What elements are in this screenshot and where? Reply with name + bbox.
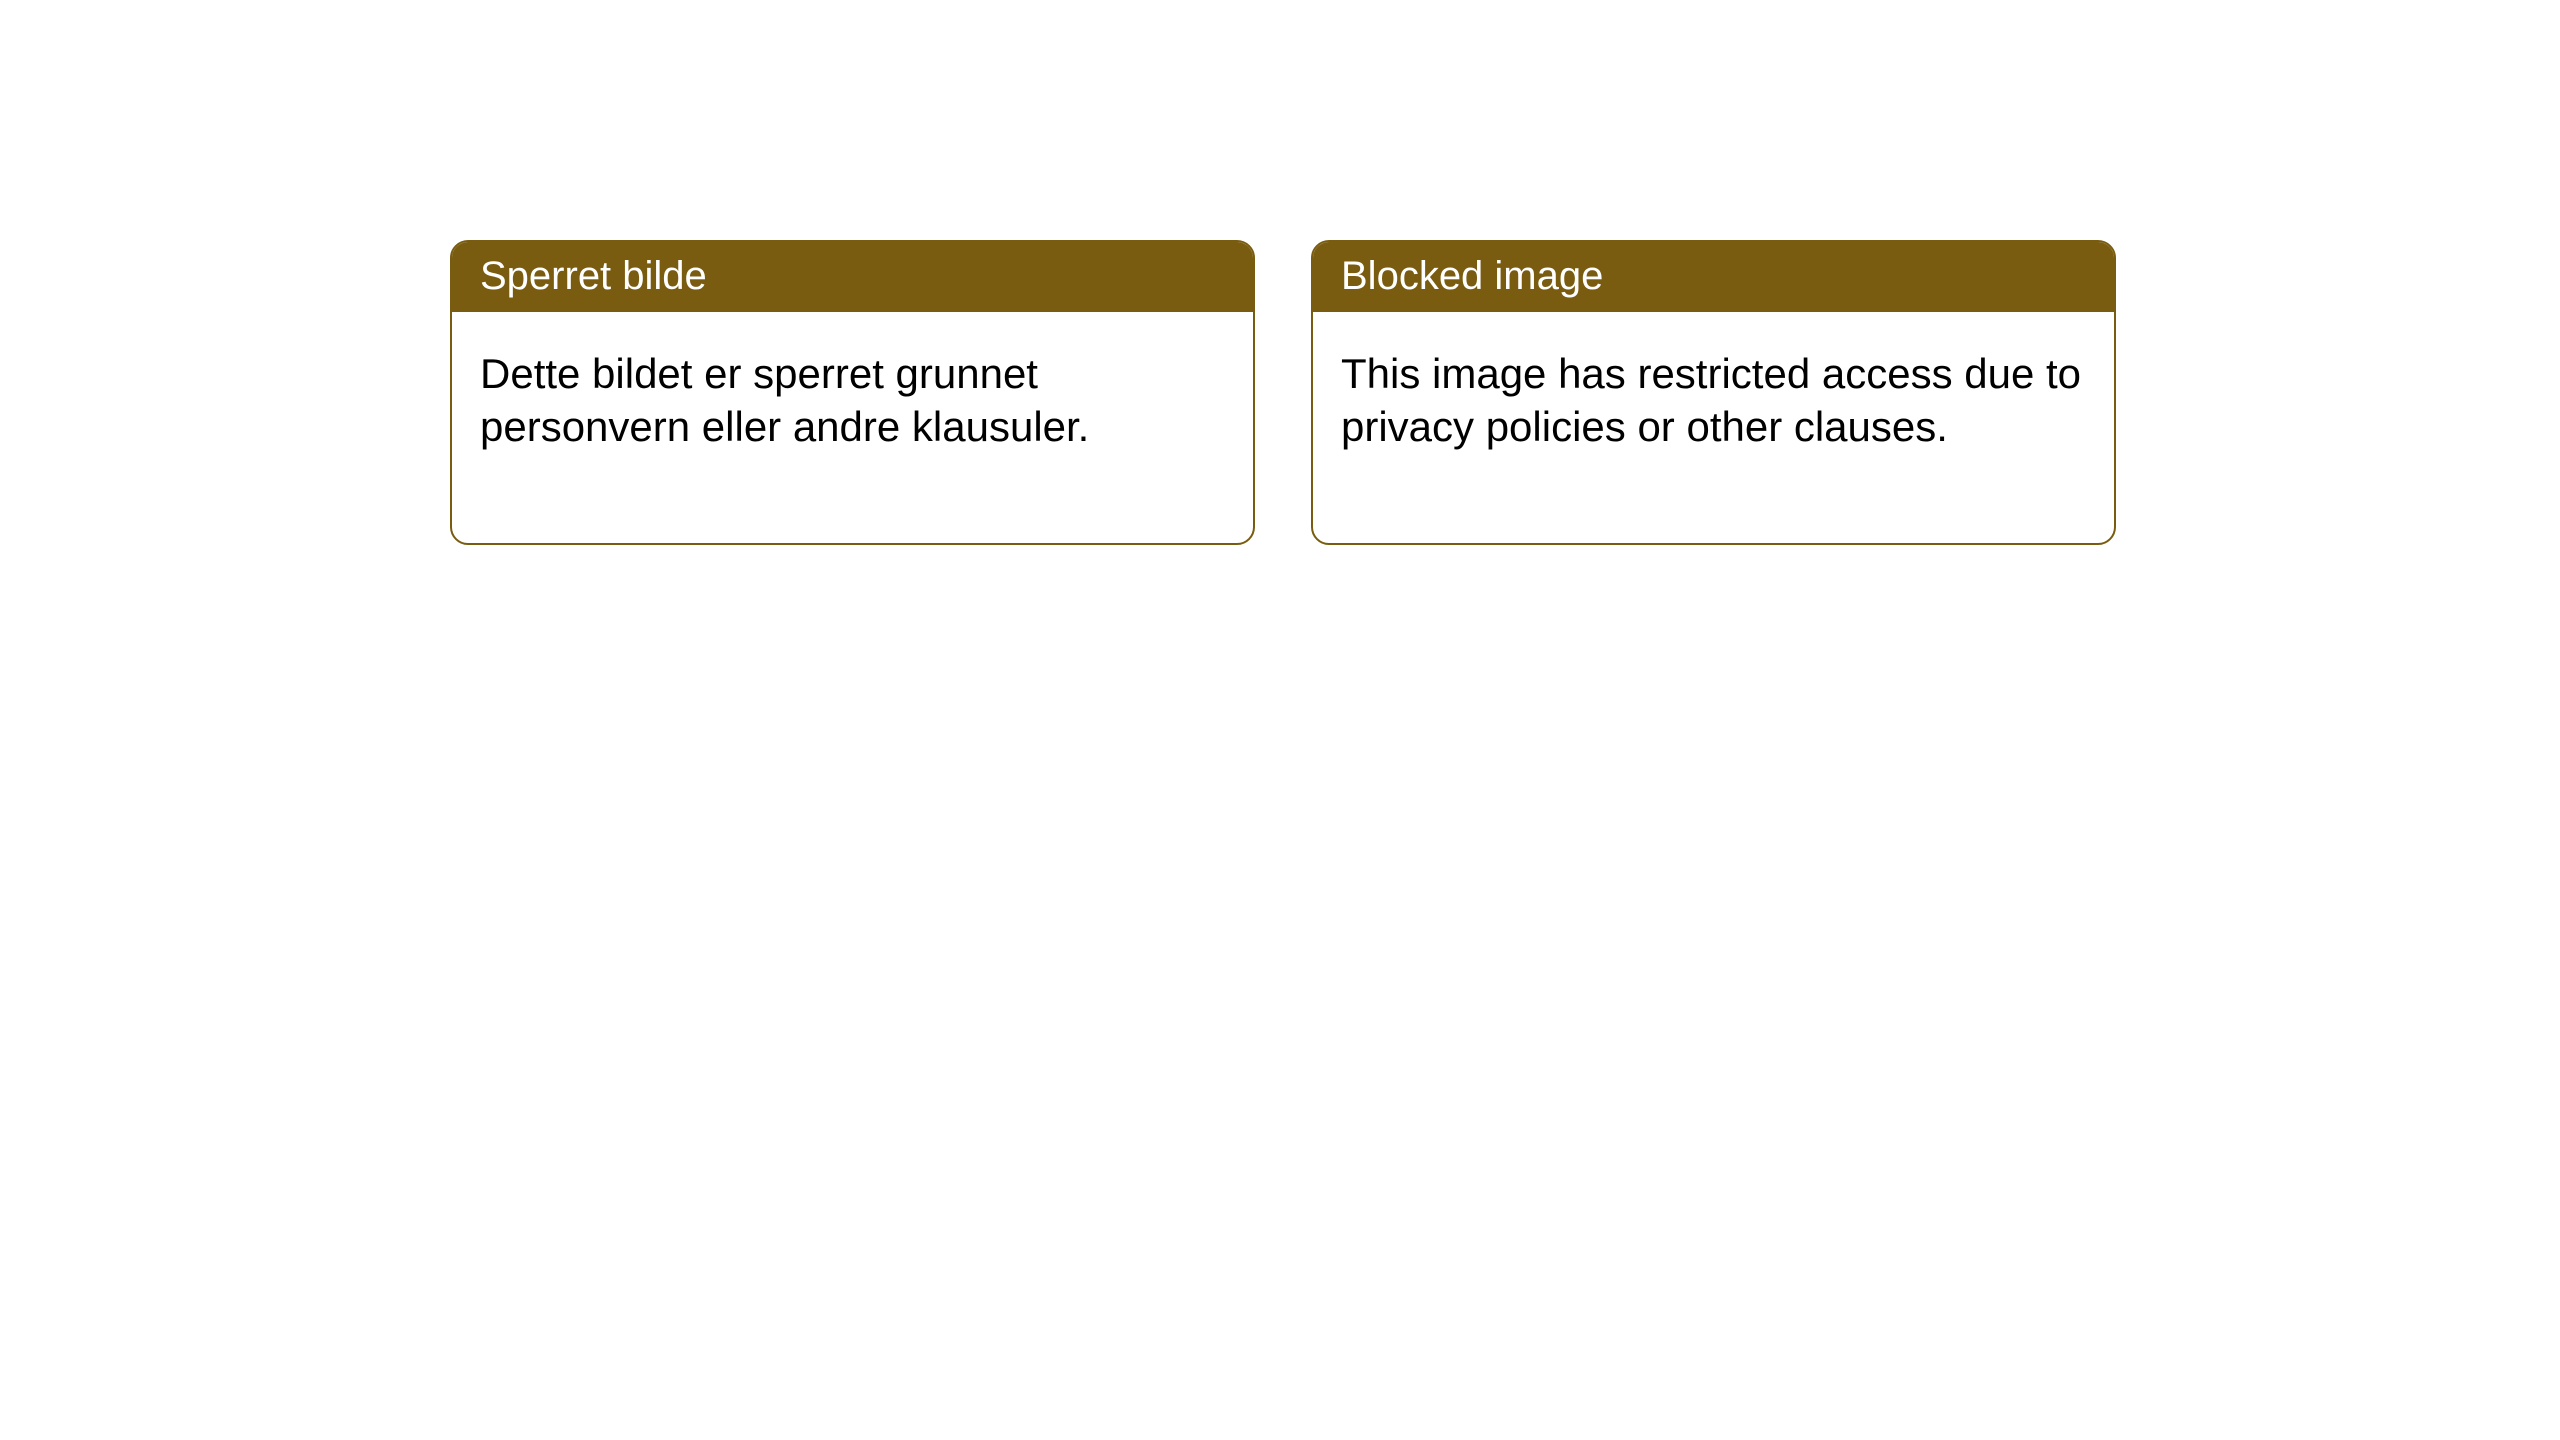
card-body: Dette bildet er sperret grunnet personve…	[452, 312, 1253, 543]
card-body: This image has restricted access due to …	[1313, 312, 2114, 543]
notice-card-norwegian: Sperret bilde Dette bildet er sperret gr…	[450, 240, 1255, 545]
card-header: Blocked image	[1313, 242, 2114, 312]
notice-card-english: Blocked image This image has restricted …	[1311, 240, 2116, 545]
notice-card-container: Sperret bilde Dette bildet er sperret gr…	[450, 240, 2116, 545]
card-header: Sperret bilde	[452, 242, 1253, 312]
